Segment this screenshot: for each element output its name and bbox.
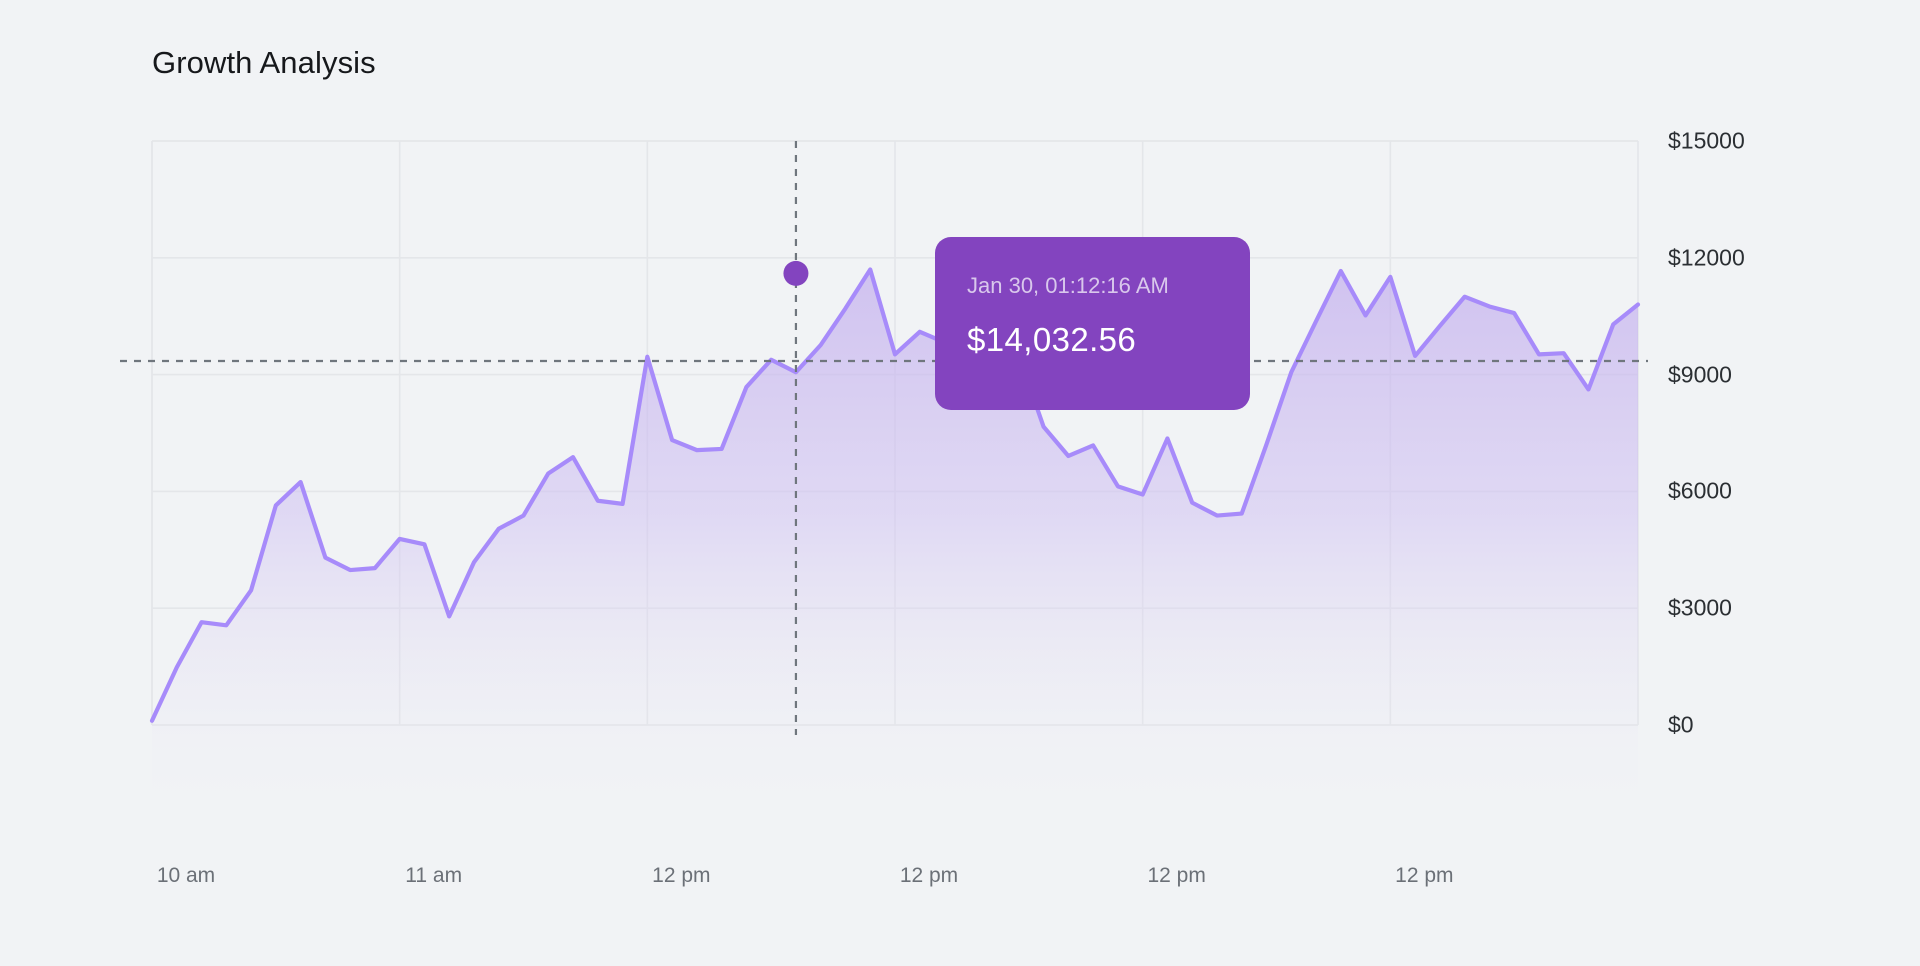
tooltip-date-label: Jan 30, 01:12:16 AM <box>967 273 1169 298</box>
area-fill <box>152 269 1638 813</box>
y-axis-tick-label: $0 <box>1668 711 1694 738</box>
y-axis-tick-label: $6000 <box>1668 477 1732 504</box>
y-axis-tick-label: $9000 <box>1668 361 1732 388</box>
x-axis-tick-label: 12 pm <box>1147 864 1206 887</box>
y-axis-tick-label: $12000 <box>1668 244 1745 271</box>
x-axis-tick-label: 12 pm <box>652 864 711 887</box>
x-axis-tick-label: 12 pm <box>899 864 959 887</box>
data-line <box>149 267 1641 723</box>
x-axis-tick-label: 10 am <box>156 864 216 887</box>
y-axis-tick-label: $3000 <box>1668 594 1732 621</box>
x-axis-tick-label: 12 pm <box>1395 864 1454 887</box>
y-axis-tick-label: $15000 <box>1668 127 1745 154</box>
tooltip-value-label: $14,032.56 <box>967 321 1137 358</box>
highlight-marker-dot[interactable] <box>783 260 809 286</box>
x-axis-tick-label: 11 am <box>405 864 463 887</box>
chart-tooltip: Jan 30, 01:12:16 AM $14,032.56 <box>935 237 1250 410</box>
page-title: Growth Analysis <box>152 45 376 80</box>
